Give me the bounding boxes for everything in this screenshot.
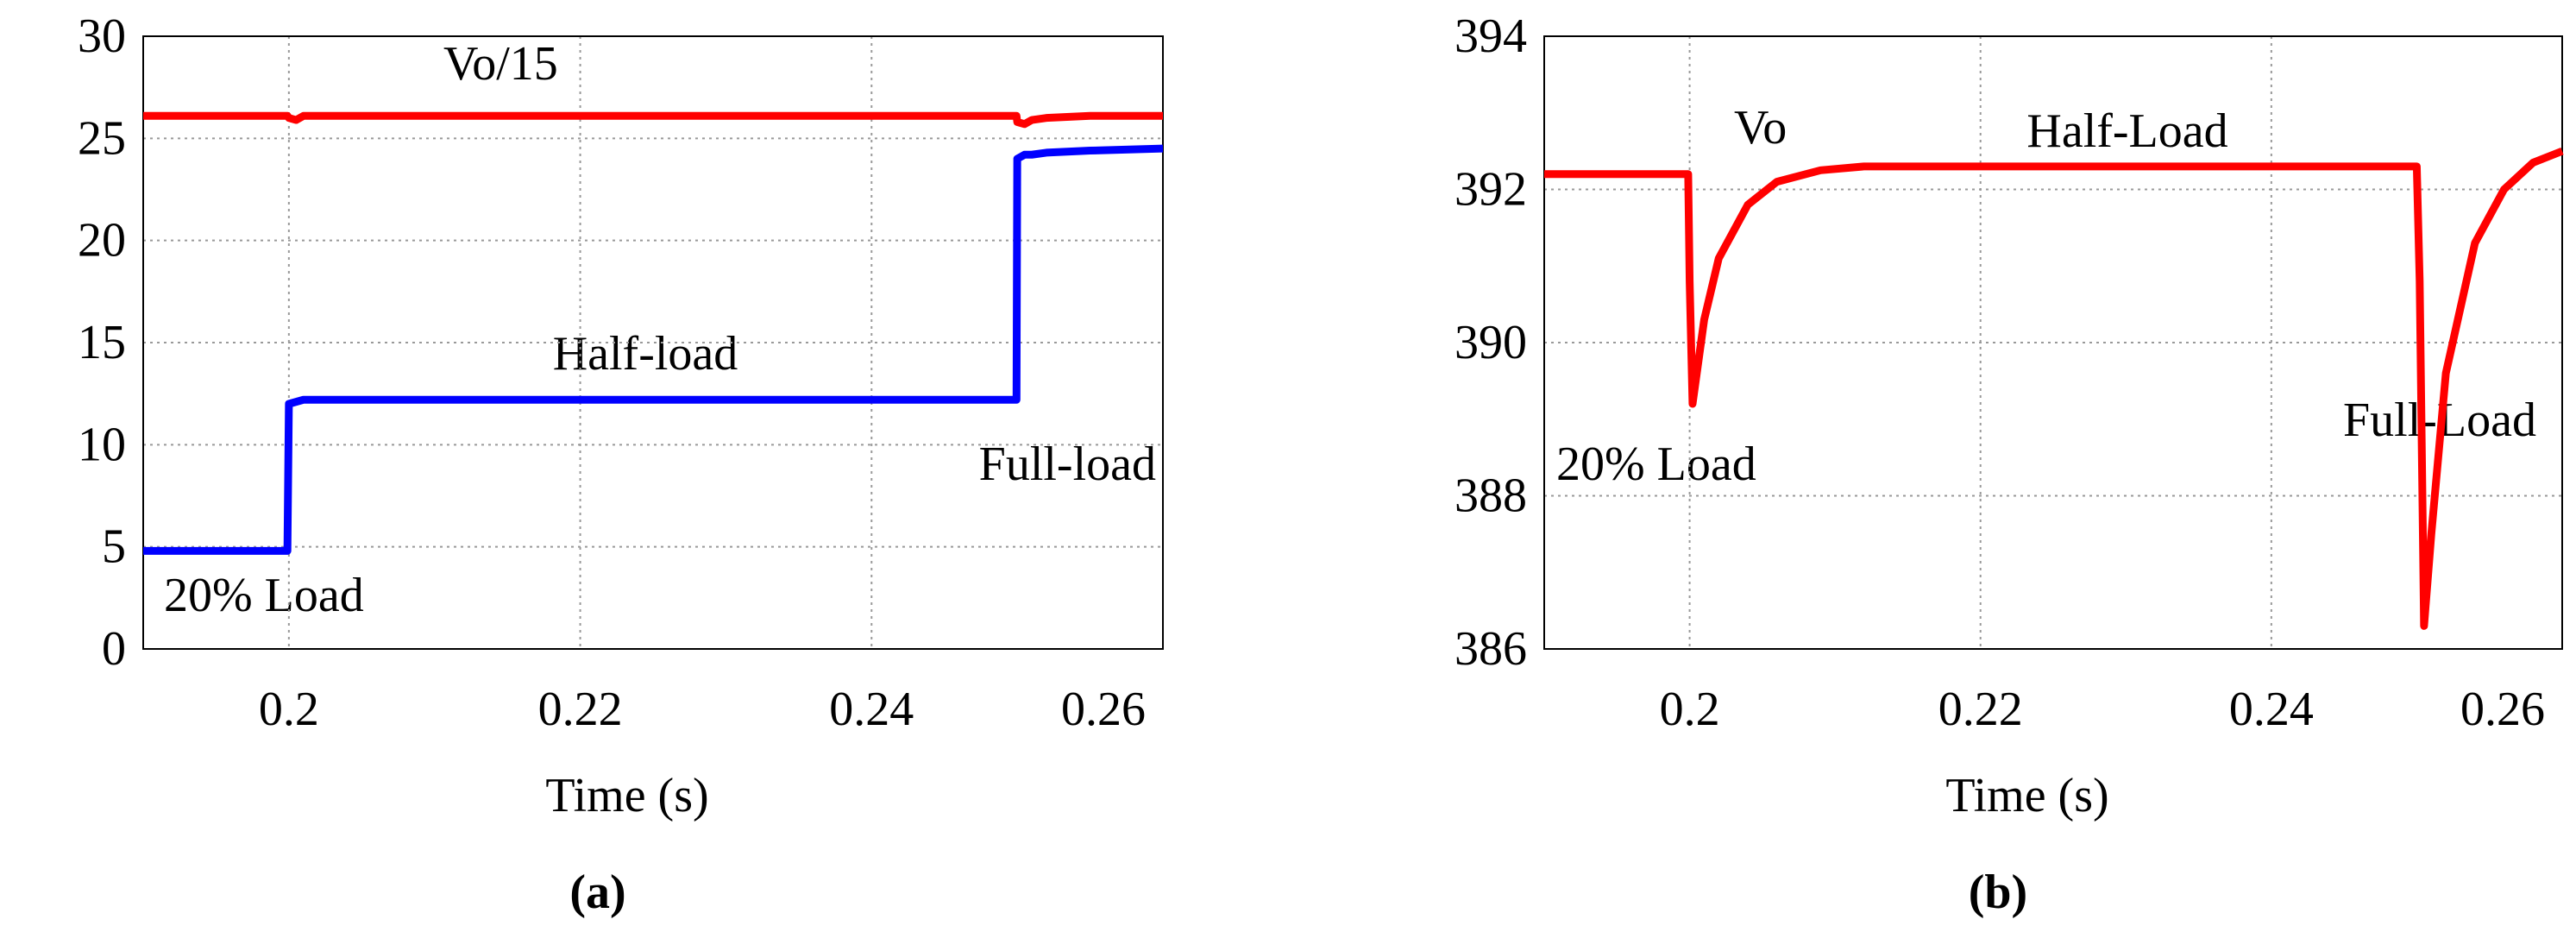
annotation: Half-load	[553, 327, 738, 381]
y-tick-label: 5	[102, 520, 126, 574]
series-line	[143, 111, 1163, 129]
plot-frame	[142, 35, 1164, 650]
y-tick-label: 394	[1454, 9, 1527, 63]
x-tick-label: 0.22	[1938, 683, 2023, 736]
annotation: Vo/15	[443, 37, 558, 91]
annotation: 20% Load	[164, 569, 364, 622]
y-tick-label: 20	[78, 214, 126, 268]
x-axis-label: Time (s)	[545, 769, 708, 822]
y-tick-label: 30	[78, 9, 126, 63]
x-tick-label: 0.2	[1660, 683, 1720, 736]
y-tick-label: 15	[78, 316, 126, 369]
x-tick-label: 0.26	[1061, 683, 1146, 736]
x-tick-label: 0.24	[829, 683, 914, 736]
annotation: 20% Load	[1556, 438, 1756, 491]
x-axis-label: Time (s)	[1945, 769, 2108, 822]
y-tick-label: 388	[1454, 469, 1527, 523]
annotation: Half-Load	[2026, 104, 2227, 158]
y-tick-label: 10	[78, 418, 126, 471]
x-tick-label: 0.2	[259, 683, 319, 736]
x-tick-label: 0.26	[2460, 683, 2545, 736]
y-tick-label: 386	[1454, 622, 1527, 676]
y-tick-label: 392	[1454, 163, 1527, 217]
y-tick-label: 25	[78, 111, 126, 165]
plot-frame	[1543, 35, 2563, 650]
annotation: Full-load	[979, 438, 1156, 491]
y-tick-label: 0	[102, 622, 126, 676]
caption: (a)	[569, 866, 625, 919]
y-tick-label: 390	[1454, 316, 1527, 369]
series-line	[143, 144, 1164, 555]
x-tick-label: 0.22	[538, 683, 623, 736]
caption: (b)	[1969, 866, 2027, 919]
annotation: Vo	[1734, 101, 1787, 154]
series-line	[1544, 147, 2564, 630]
x-tick-label: 0.24	[2229, 683, 2314, 736]
